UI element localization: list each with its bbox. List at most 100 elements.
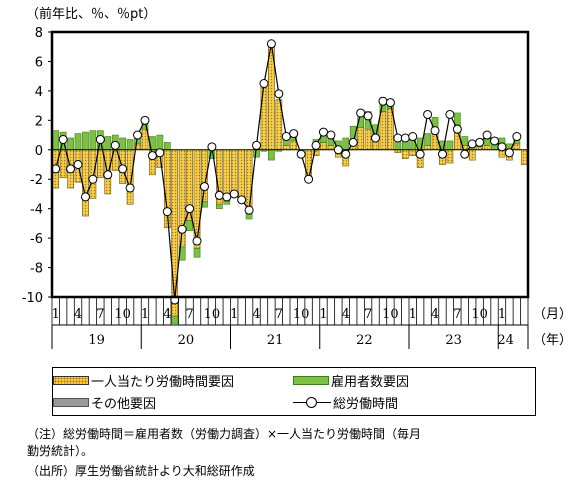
total-hours-point: [266, 39, 276, 49]
total-hours-point: [199, 182, 209, 192]
bar-employees: [201, 201, 208, 208]
total-hours-point: [437, 149, 447, 159]
total-hours-point: [80, 192, 90, 202]
total-hours-point: [445, 109, 455, 119]
total-hours-point: [192, 236, 202, 246]
month-tick-label: 7: [364, 307, 372, 322]
y-axis: 8 6 4 2 0 -2 -4 -6 -8 -10: [22, 26, 52, 306]
total-hours-point: [482, 130, 492, 140]
bar-per-capita-hours: [513, 143, 521, 151]
bar-employees: [215, 203, 223, 209]
bar-employees: [186, 220, 193, 232]
bar-employees: [424, 133, 431, 146]
bar-per-capita-hours: [230, 149, 238, 192]
bar-employees: [52, 130, 60, 151]
bar-employees: [253, 149, 260, 158]
source-note: （出所）厚生労働省統計より大和総研作成: [27, 464, 255, 478]
total-hours-point: [88, 174, 98, 184]
total-hours-point: [103, 170, 113, 180]
bar-employees: [89, 130, 97, 151]
total-hours-point: [490, 136, 500, 146]
month-tick-label: 7: [185, 307, 193, 322]
x-year-suffix: （年）: [533, 333, 572, 348]
month-tick-label: 4: [342, 307, 350, 322]
total-hours-point: [341, 149, 351, 159]
total-hours-point: [259, 79, 269, 89]
total-hours-point: [304, 174, 314, 184]
total-hours-point: [244, 205, 254, 215]
month-tick-label: 1: [52, 307, 60, 322]
year-label: 24: [497, 333, 514, 348]
total-hours-point: [452, 124, 462, 134]
total-hours-point: [222, 192, 232, 202]
unit-label: （前年比、％、％pt）: [26, 6, 156, 22]
legend-item-other: その他要因: [53, 393, 156, 412]
bar-per-capita-hours: [245, 149, 253, 214]
total-hours-point: [140, 115, 150, 125]
total-hours-point: [423, 109, 433, 119]
bar-per-capita-hours: [290, 140, 298, 151]
bar-employees: [342, 137, 350, 151]
month-tick-label: 1: [409, 307, 417, 322]
bar-per-capita-hours: [424, 145, 431, 151]
bar-employees: [193, 248, 201, 258]
month-tick-label: 4: [252, 307, 260, 322]
year-label: 22: [356, 333, 373, 348]
total-hours-point: [385, 98, 395, 108]
total-hours-point: [274, 89, 284, 99]
y-tick-label: 6: [35, 55, 43, 70]
total-hours-point: [408, 132, 418, 142]
bar-per-capita-hours: [320, 142, 327, 151]
total-hours-point: [430, 126, 440, 136]
total-hours-point: [475, 137, 485, 147]
bar-employees: [461, 136, 469, 146]
total-hours-point: [393, 133, 403, 143]
legend-item-per-capita-hours: 一人当たり労働時間要因: [53, 371, 234, 390]
y-tick-label: -6: [30, 232, 43, 247]
month-tick-label: 7: [453, 307, 461, 322]
month-tick-label: 10: [471, 307, 488, 322]
bar-per-capita-hours: [520, 149, 528, 165]
legend-swatch-hatched: [53, 376, 89, 385]
y-tick-label: -10: [22, 291, 43, 306]
legend-swatch-green: [293, 376, 329, 385]
legend-label: その他要因: [91, 397, 157, 412]
bar-per-capita-hours: [327, 145, 335, 151]
total-hours-point: [207, 142, 217, 152]
bar-employees: [104, 136, 112, 151]
bar-employees: [156, 134, 164, 151]
total-hours-point: [326, 130, 336, 140]
legend-swatch-gray: [53, 398, 89, 407]
bar-employees: [67, 137, 74, 151]
total-hours-point: [66, 164, 76, 174]
y-tick-label: 4: [35, 85, 43, 100]
month-tick-label: 10: [382, 307, 399, 322]
total-hours-point: [348, 137, 358, 147]
total-hours-point: [467, 139, 477, 149]
x-month-suffix: （月）: [533, 307, 572, 322]
year-label: 23: [445, 333, 462, 348]
y-tick-label: 8: [35, 26, 43, 41]
bar-per-capita-hours: [357, 127, 365, 151]
bar-per-capita-hours: [260, 83, 268, 151]
total-hours-point: [110, 140, 120, 150]
y-tick-label: 0: [35, 144, 43, 159]
legend-line-marker-icon: [293, 396, 331, 409]
total-hours-point: [73, 160, 83, 169]
year-label: 21: [267, 333, 284, 348]
total-hours-point: [229, 189, 239, 199]
bar-per-capita-hours: [89, 149, 97, 199]
bar-employees: [268, 149, 275, 161]
total-hours-point: [400, 133, 410, 143]
total-hours-point: [460, 149, 470, 159]
bar-employees: [171, 315, 179, 324]
month-tick-label: 1: [498, 307, 506, 322]
total-hours-point: [415, 149, 425, 159]
bar-employees: [446, 140, 454, 151]
bar-per-capita-hours: [282, 145, 290, 151]
month-tick-label: 1: [230, 307, 238, 322]
bar-employees: [82, 131, 89, 151]
month-tick-label: 10: [293, 307, 310, 322]
month-tick-label: 7: [275, 307, 283, 322]
month-tick-label: 4: [431, 307, 439, 322]
